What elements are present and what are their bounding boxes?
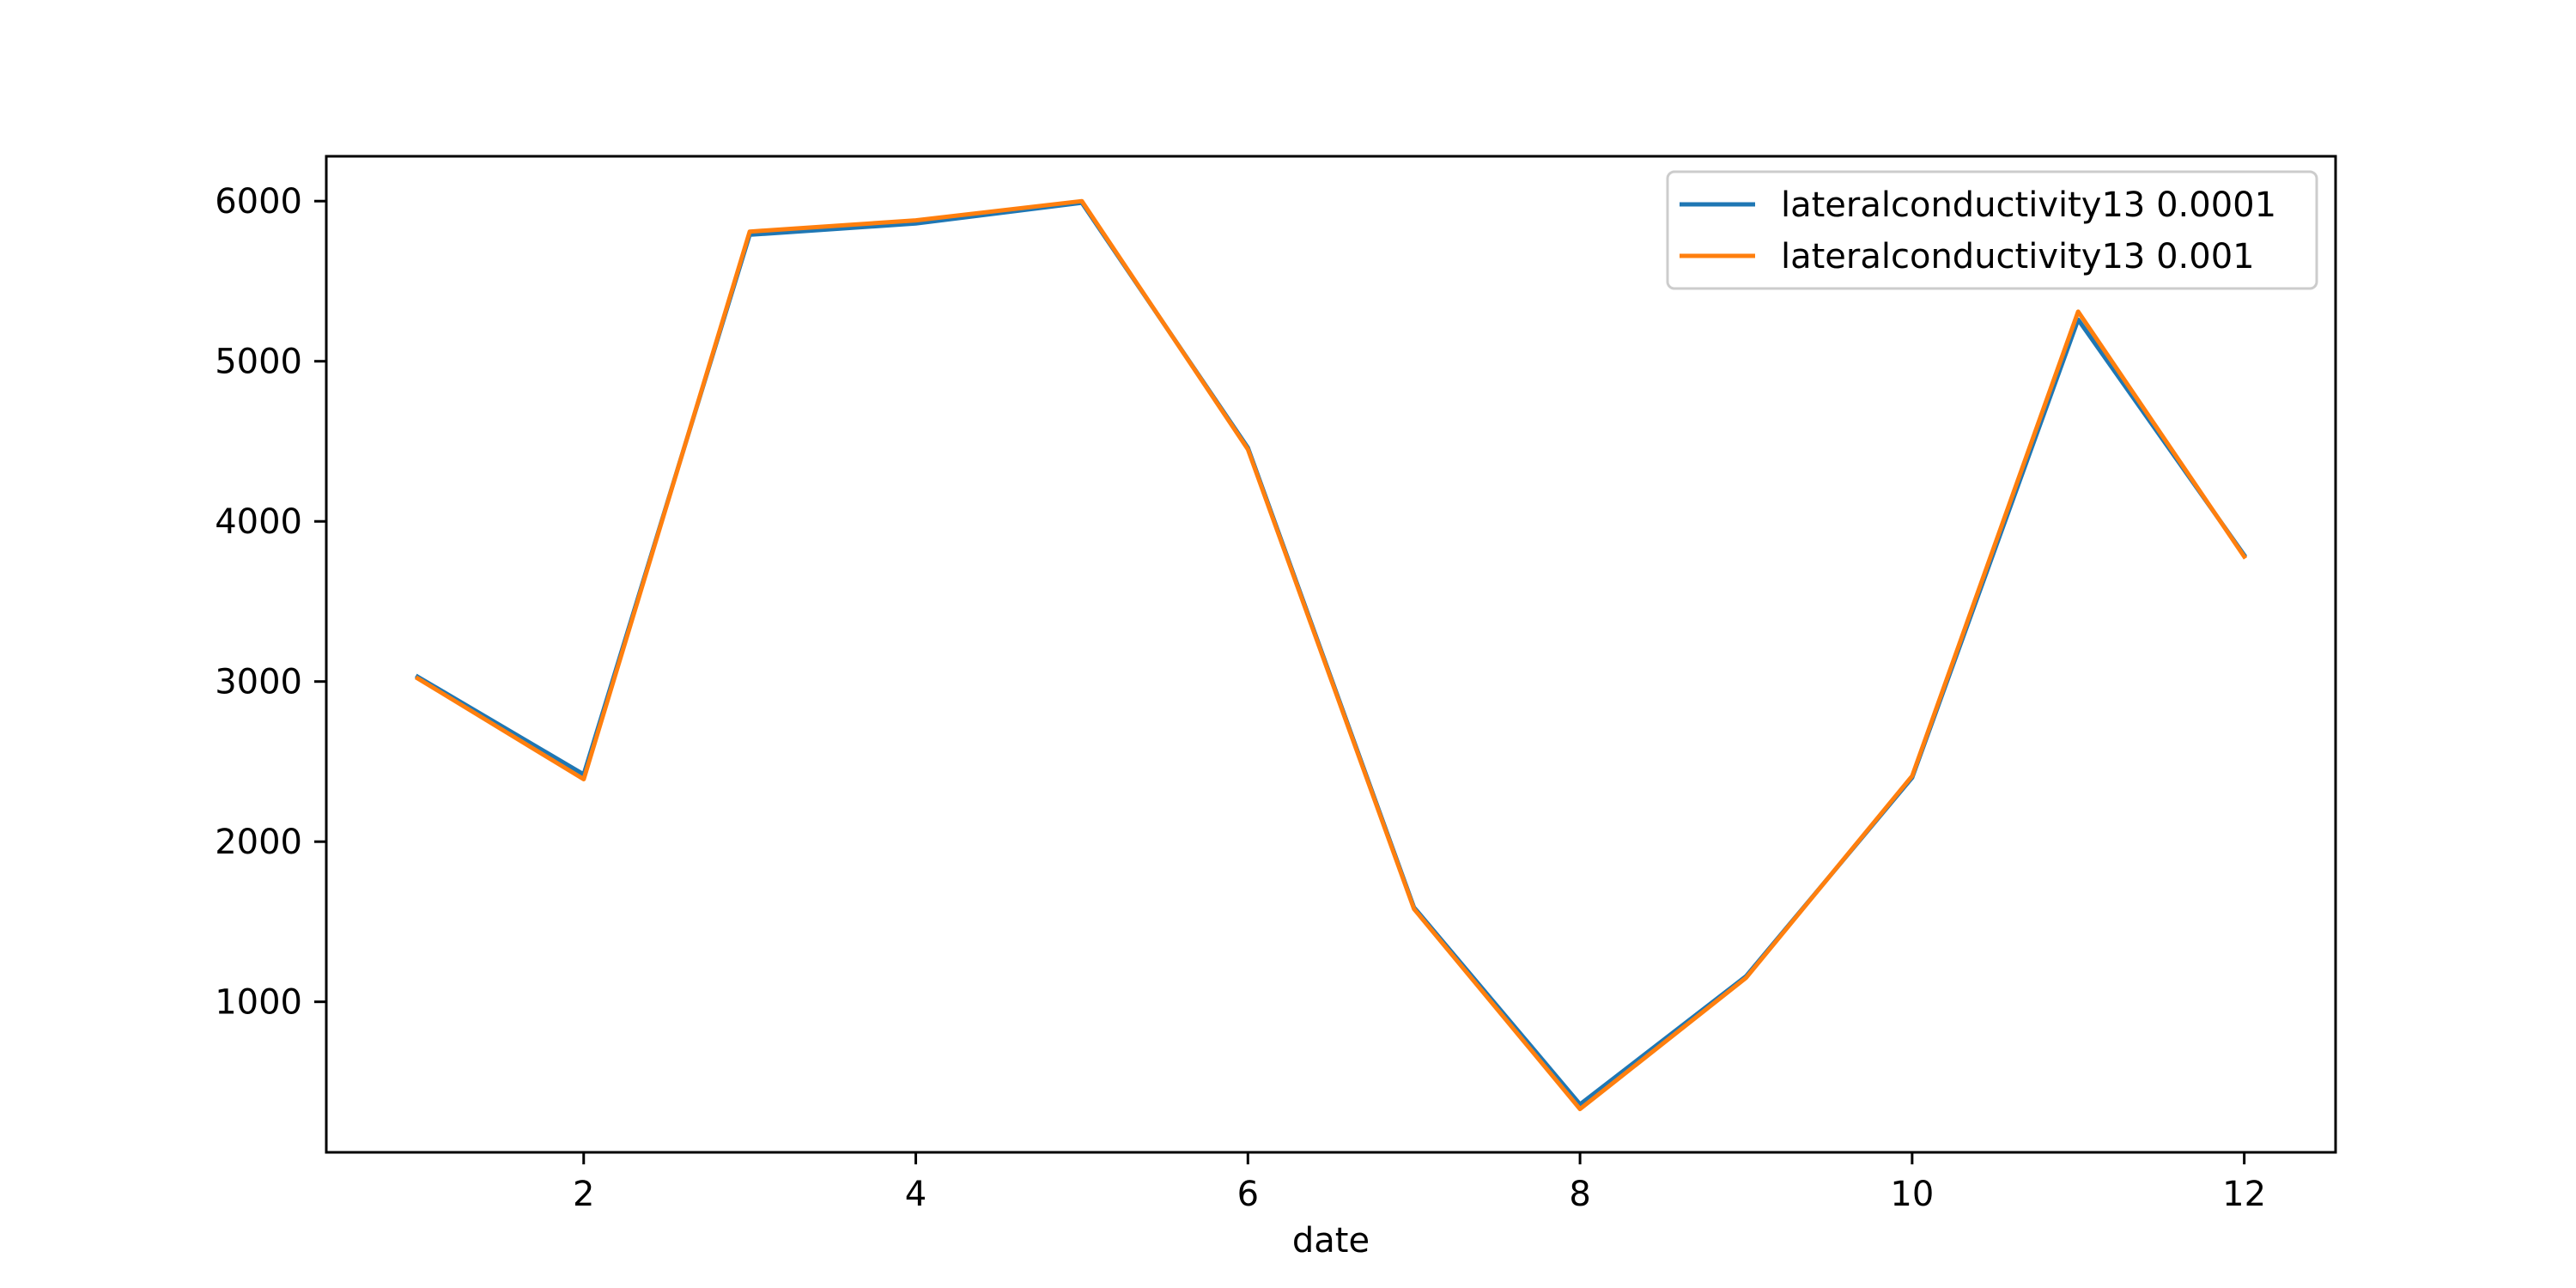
legend-box [1666,170,2318,290]
legend-label-1: lateralconductivity13 0.0001 [1781,185,2276,225]
x-tick-label: 4 [905,1175,927,1214]
series-line-2 [414,198,2248,1112]
y-tick-label: 4000 [215,502,302,542]
y-tick-label: 5000 [215,343,302,382]
x-axis: 2 4 6 8 10 12 [573,1152,2266,1214]
y-tick-label: 1000 [215,983,302,1023]
x-tick-label: 12 [2222,1175,2266,1214]
x-tick-label: 10 [1890,1175,1934,1214]
plot-area-frame [325,155,2337,1154]
y-tick-label: 2000 [215,823,302,862]
x-tick-label: 8 [1569,1175,1590,1214]
series-layer [414,198,2248,1112]
legend-label-2: lateralconductivity13 0.001 [1781,237,2255,276]
legend: lateralconductivity13 0.0001 lateralcondu… [1666,170,2318,290]
x-tick-label: 2 [573,1175,594,1214]
y-tick-label: 6000 [215,182,302,222]
y-axis: 1000 2000 3000 4000 5000 6000 [215,182,326,1023]
x-tick-label: 6 [1237,1175,1259,1214]
y-tick-label: 3000 [215,663,302,702]
x-axis-title: date [1292,1221,1370,1261]
